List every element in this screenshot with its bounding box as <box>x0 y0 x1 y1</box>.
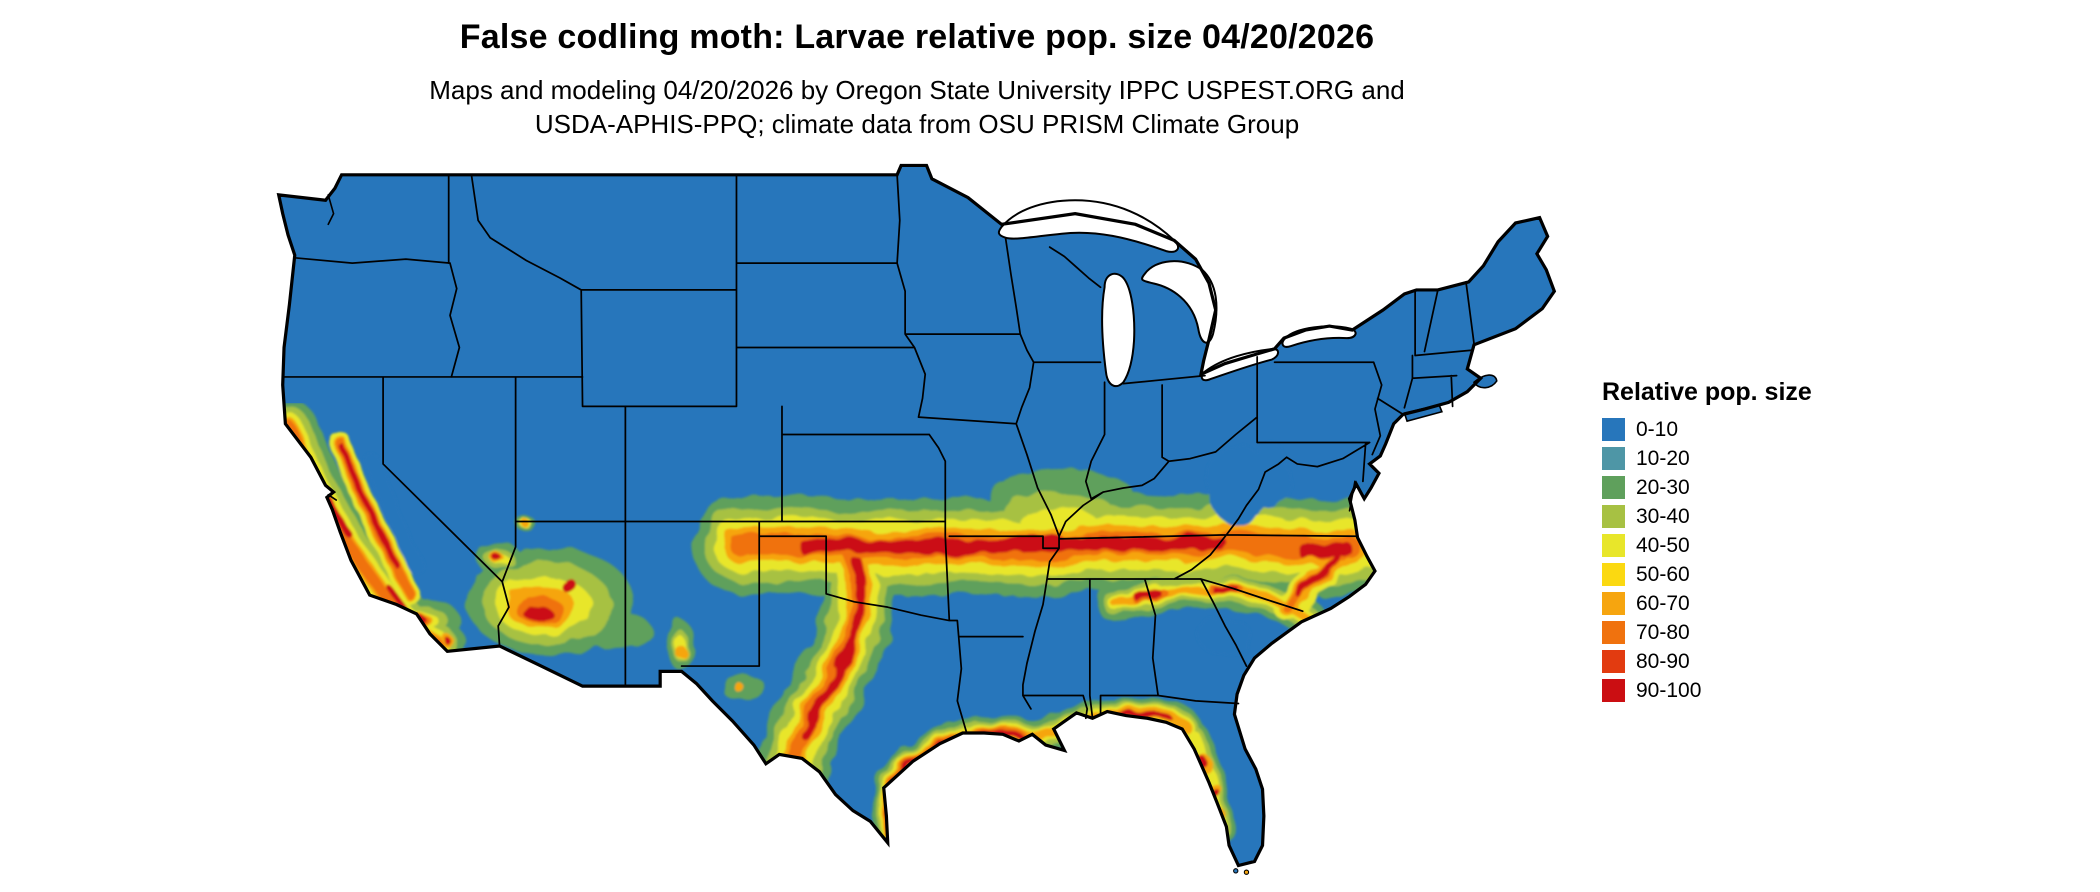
legend-label: 10-20 <box>1636 446 1690 470</box>
legend-label: 60-70 <box>1636 591 1690 615</box>
legend-swatch <box>1602 621 1625 644</box>
legend-item: 20-30 <box>1602 475 2032 500</box>
legend-swatch <box>1602 505 1625 528</box>
map-subtitle-line1: Maps and modeling 04/20/2026 by Oregon S… <box>429 75 1405 105</box>
legend-label: 50-60 <box>1636 562 1690 586</box>
legend-swatch <box>1602 679 1625 702</box>
legend-title: Relative pop. size <box>1602 378 1812 406</box>
legend-item: 70-80 <box>1602 620 2032 645</box>
legend-swatch <box>1602 476 1625 499</box>
legend-label: 90-100 <box>1636 678 1702 702</box>
legend-swatch <box>1602 418 1625 441</box>
legend-item: 40-50 <box>1602 533 2032 558</box>
us-map <box>272 160 1557 883</box>
legend-item: 30-40 <box>1602 504 2032 529</box>
lake-erie <box>1200 347 1280 382</box>
state-borders <box>283 173 1475 734</box>
map-canvas <box>277 163 1556 875</box>
lake-huron <box>1141 260 1218 344</box>
legend-label: 40-50 <box>1636 533 1690 557</box>
lake-superior <box>997 199 1179 253</box>
legend-item: 10-20 <box>1602 446 2032 471</box>
map-title: False codling moth: Larvae relative pop.… <box>459 18 1375 56</box>
legend-item: 80-90 <box>1602 649 2032 674</box>
florida-keys <box>1233 868 1250 875</box>
legend-label: 70-80 <box>1636 620 1690 644</box>
legend-item: 90-100 <box>1602 678 2032 703</box>
legend-swatch <box>1602 563 1625 586</box>
legend-panel: Relative pop. size 0-10 10-20 20-30 30-4… <box>1602 378 2032 707</box>
legend-label: 0-10 <box>1636 417 1679 441</box>
legend-swatch <box>1602 650 1625 673</box>
legend-label: 80-90 <box>1636 649 1690 673</box>
legend-item: 0-10 <box>1602 417 2032 442</box>
legend-item: 60-70 <box>1602 591 2032 616</box>
header: False codling moth: Larvae relative pop.… <box>272 18 1562 141</box>
legend-swatch <box>1602 447 1625 470</box>
heat-layer-blue-cuts <box>363 443 1292 655</box>
legend-label: 30-40 <box>1636 504 1690 528</box>
legend-label: 20-30 <box>1636 475 1690 499</box>
legend-item: 50-60 <box>1602 562 2032 587</box>
lake-michigan <box>1101 272 1136 387</box>
legend-swatch <box>1602 534 1625 557</box>
legend-swatch <box>1602 592 1625 615</box>
map-subtitle-line2: USDA-APHIS-PPQ; climate data from OSU PR… <box>534 109 1300 139</box>
